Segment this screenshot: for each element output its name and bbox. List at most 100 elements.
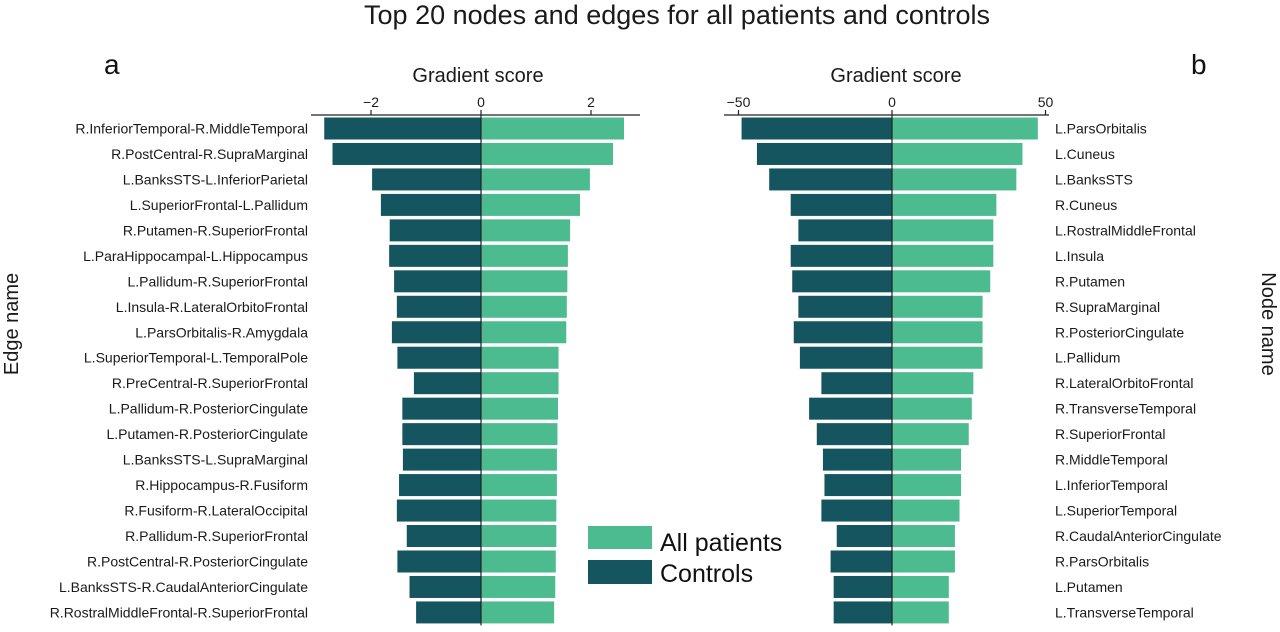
x-tick-label: 50 [1038, 94, 1054, 110]
bar-patients [892, 550, 955, 573]
category-label: L.Pallidum-R.PosteriorCingulate [109, 401, 308, 417]
bar-controls [833, 575, 892, 598]
bar-controls [792, 270, 892, 293]
bar-controls [402, 397, 481, 420]
category-label: L.InferiorTemporal [1055, 477, 1168, 493]
bar-controls [799, 346, 892, 369]
bar-controls [821, 499, 892, 522]
bar-patients [892, 270, 991, 293]
category-label: L.BanksSTS-R.CaudalAnteriorCingulate [59, 579, 308, 595]
legend-swatch-controls [588, 560, 652, 584]
x-tick-label: 2 [587, 94, 595, 110]
y-axis-title: Edge name [1, 273, 23, 375]
category-label: L.SuperiorFrontal-L.Pallidum [130, 197, 308, 213]
bar-controls [413, 372, 481, 395]
category-label: L.Putamen-R.PosteriorCingulate [106, 426, 308, 442]
category-label: L.RostralMiddleFrontal [1055, 222, 1196, 238]
bar-patients [481, 550, 556, 573]
category-label: R.SupraMarginal [1055, 299, 1160, 315]
bar-controls [809, 397, 892, 420]
bar-patients [481, 423, 558, 446]
bar-patients [481, 397, 558, 420]
bar-controls [756, 142, 892, 165]
bar-controls [790, 193, 892, 216]
category-label: R.Cuneus [1055, 197, 1117, 213]
legend-label-patients: All patients [660, 529, 782, 557]
x-axis-title: Gradient score [830, 65, 961, 87]
bar-controls [397, 346, 481, 369]
bar-controls [402, 423, 481, 446]
x-tick-label: 0 [477, 94, 485, 110]
bar-patients [892, 321, 983, 344]
category-label: R.Putamen-R.SuperiorFrontal [123, 222, 308, 238]
edge-gradient-chart: Gradient score Edge name −2 0 2 R.InferiorTem… [1, 65, 640, 626]
bar-controls [741, 117, 892, 140]
bar-patients [481, 346, 559, 369]
bar-patients [892, 372, 974, 395]
bar-patients [892, 525, 955, 548]
bar-patients [892, 575, 949, 598]
category-label: L.TransverseTemporal [1055, 604, 1194, 620]
bar-patients [892, 601, 949, 624]
bar-patients [481, 525, 557, 548]
category-label: L.SuperiorTemporal [1055, 503, 1177, 519]
bar-patients [892, 474, 962, 497]
bar-controls [798, 295, 892, 318]
bar-controls [790, 244, 892, 267]
bar-controls [822, 448, 892, 471]
bar-controls [396, 499, 481, 522]
bar-patients [481, 448, 557, 471]
bar-controls [389, 244, 481, 267]
category-label: L.Pallidum-R.SuperiorFrontal [127, 273, 308, 289]
bar-patients [892, 346, 983, 369]
category-label: L.ParsOrbitalis [1055, 121, 1147, 137]
bar-controls [821, 372, 892, 395]
bar-controls [324, 117, 481, 140]
bar-controls [824, 474, 892, 497]
bar-patients [481, 244, 568, 267]
bar-patients [892, 499, 960, 522]
category-label: L.Putamen [1055, 579, 1123, 595]
category-label: R.TransverseTemporal [1055, 401, 1196, 417]
category-label: R.Putamen [1055, 273, 1125, 289]
category-label: L.Insula [1055, 248, 1104, 264]
bar-controls [830, 550, 892, 573]
legend-swatch-patients [588, 526, 652, 549]
bar-patients [481, 372, 559, 395]
bar-controls [391, 321, 481, 344]
node-gradient-chart: Gradient score Node name −50 0 50L.ParsOrbit… [724, 65, 1279, 626]
bar-patients [481, 499, 557, 522]
bar-patients [892, 142, 1023, 165]
bar-controls [402, 448, 481, 471]
category-label: R.Hippocampus-R.Fusiform [135, 477, 308, 493]
bar-patients [481, 117, 624, 140]
category-label: R.Pallidum-R.SuperiorFrontal [125, 528, 308, 544]
bar-patients [481, 193, 580, 216]
bar-patients [481, 270, 568, 293]
category-label: L.SuperiorTemporal-L.TemporalPole [84, 350, 308, 366]
bar-patients [892, 397, 972, 420]
bar-patients [481, 219, 571, 242]
category-label: L.BanksSTS-L.SupraMarginal [123, 452, 308, 468]
bar-patients [892, 244, 994, 267]
bar-controls [399, 474, 481, 497]
category-label: R.PostCentral-R.PosteriorCingulate [87, 553, 308, 569]
category-label: R.PostCentral-R.SupraMarginal [111, 146, 308, 162]
x-axis-title: Gradient score [412, 65, 543, 87]
category-label: R.SuperiorFrontal [1055, 426, 1166, 442]
bar-controls [332, 142, 481, 165]
bar-controls [389, 219, 481, 242]
category-label: L.Cuneus [1055, 146, 1115, 162]
category-label: R.RostralMiddleFrontal-R.SuperiorFrontal [50, 604, 308, 620]
figure-title: Top 20 nodes and edges for all patients … [364, 0, 990, 30]
bar-patients [481, 142, 613, 165]
bar-patients [892, 448, 962, 471]
y-axis-title: Node name [1257, 272, 1279, 375]
category-label: R.Fusiform-R.LateralOccipital [124, 503, 308, 519]
category-label: L.BanksSTS-L.InferiorParietal [123, 171, 308, 187]
bar-patients [481, 295, 567, 318]
category-label: L.ParsOrbitalis-R.Amygdala [135, 324, 308, 340]
bar-controls [416, 601, 481, 624]
category-label: R.LateralOrbitoFrontal [1055, 375, 1194, 391]
bar-controls [769, 168, 892, 191]
